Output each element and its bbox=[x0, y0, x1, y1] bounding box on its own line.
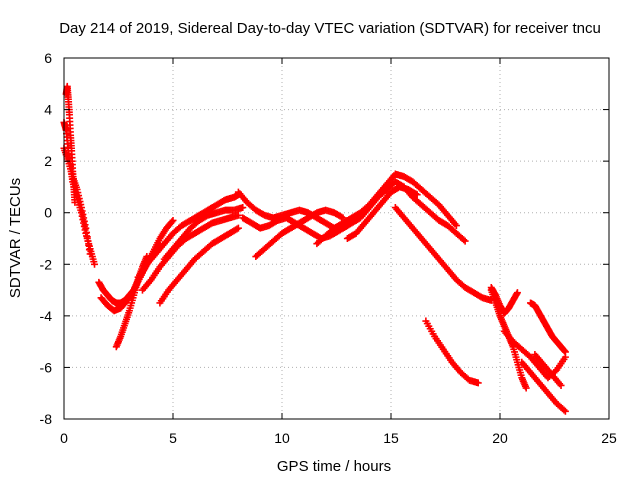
data-point bbox=[71, 198, 79, 206]
data-point bbox=[461, 237, 469, 245]
series-track-9 bbox=[156, 224, 242, 307]
series-track-22 bbox=[527, 299, 569, 356]
data-point bbox=[522, 384, 530, 392]
data-point bbox=[561, 348, 569, 356]
series-track-17 bbox=[391, 204, 495, 304]
grid-lines bbox=[64, 58, 609, 419]
y-tick-label: 4 bbox=[44, 102, 52, 118]
x-tick-label: 20 bbox=[492, 430, 508, 446]
y-tick-label: 0 bbox=[44, 205, 52, 221]
series-track-10 bbox=[160, 204, 247, 263]
data-point bbox=[233, 225, 241, 233]
data-point bbox=[234, 211, 242, 219]
series-track-13 bbox=[252, 206, 347, 261]
data-point bbox=[239, 204, 247, 212]
y-tick-label: -2 bbox=[40, 256, 53, 272]
series-track-15 bbox=[330, 178, 469, 245]
data-point bbox=[412, 190, 420, 198]
data-point bbox=[86, 250, 94, 258]
data-point bbox=[560, 406, 568, 414]
data-point bbox=[561, 407, 569, 415]
axis-ticks: 0 5 10 15 20 25 -8 -6 -4 -2 0 2 4 6 bbox=[40, 50, 617, 446]
series-track-20 bbox=[487, 283, 521, 317]
x-axis-label: GPS time / hours bbox=[277, 458, 391, 475]
y-tick-label: -4 bbox=[40, 308, 53, 324]
data-point bbox=[168, 218, 176, 226]
series-track-18 bbox=[422, 317, 482, 387]
y-tick-label: 6 bbox=[44, 50, 52, 66]
x-tick-label: 0 bbox=[60, 430, 68, 446]
data-point bbox=[557, 381, 565, 389]
series-track-3 bbox=[60, 144, 94, 258]
y-tick-label: 2 bbox=[44, 153, 52, 169]
data-point bbox=[143, 253, 151, 261]
data-point bbox=[460, 236, 468, 244]
series-track-23 bbox=[518, 358, 569, 415]
data-point bbox=[452, 222, 460, 230]
x-tick-label: 25 bbox=[601, 430, 617, 446]
y-tick-label: -6 bbox=[40, 359, 53, 375]
series-track-16 bbox=[343, 183, 421, 242]
data-points bbox=[60, 82, 569, 415]
data-point bbox=[234, 224, 242, 232]
x-tick-label: 15 bbox=[383, 430, 399, 446]
chart-title: Day 214 of 2019, Sidereal Day-to-day VTE… bbox=[59, 20, 601, 37]
y-tick-label: -8 bbox=[40, 411, 53, 427]
data-point bbox=[169, 216, 177, 224]
y-axis-label: SDTVAR / TECUs bbox=[7, 178, 24, 298]
data-point bbox=[338, 213, 346, 221]
data-point bbox=[513, 289, 521, 297]
series-track-24 bbox=[531, 351, 565, 389]
x-tick-label: 10 bbox=[274, 430, 290, 446]
data-point bbox=[413, 191, 421, 199]
plot-frame bbox=[63, 57, 610, 420]
data-point bbox=[91, 260, 99, 268]
data-point bbox=[474, 379, 482, 387]
series-track-21 bbox=[500, 327, 569, 382]
series-track-7 bbox=[134, 191, 242, 281]
x-tick-label: 5 bbox=[169, 430, 177, 446]
